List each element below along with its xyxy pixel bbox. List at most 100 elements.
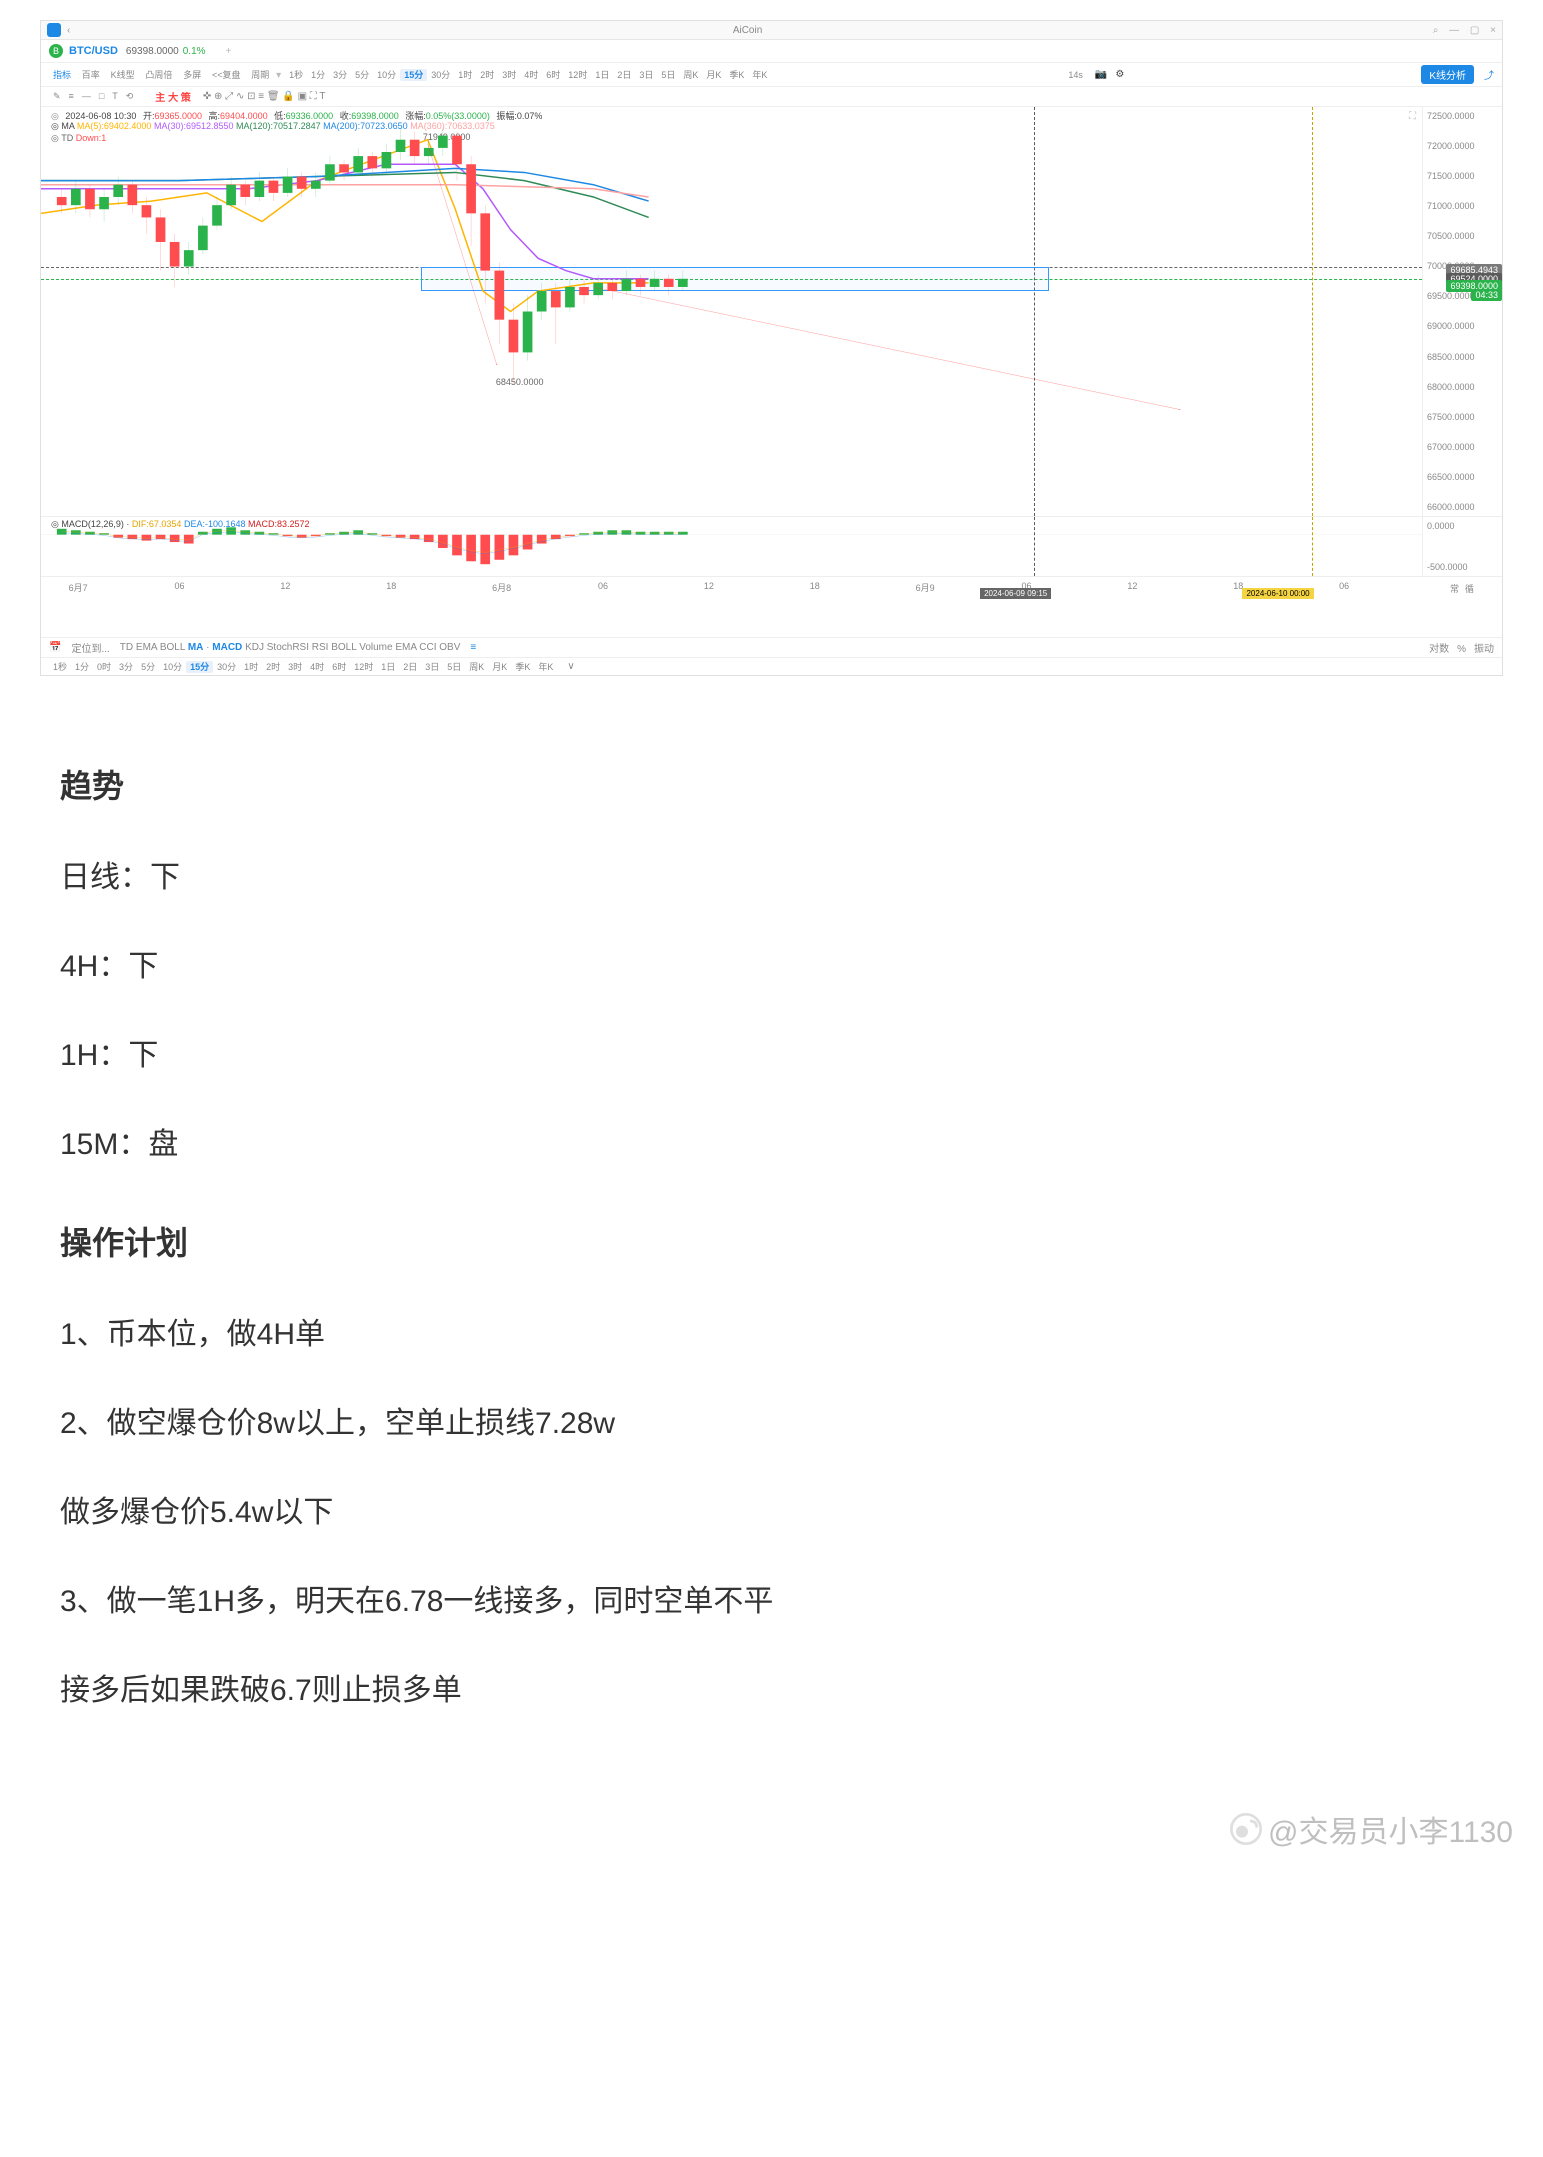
drawtool-5[interactable]: ⟲ [122, 90, 138, 102]
toolbar-btn-1[interactable]: 百率 [78, 69, 104, 81]
tf-top-12时[interactable]: 12时 [564, 69, 591, 81]
indicator-TD[interactable]: TD [120, 642, 133, 653]
tf-bot-0时[interactable]: 0时 [93, 661, 115, 673]
tf-top-季K[interactable]: 季K [725, 69, 748, 81]
tf-bot-月K[interactable]: 月K [488, 661, 511, 673]
toolbar-btn-3[interactable]: 凸周倍 [141, 69, 176, 81]
toolbar-btn-2[interactable]: K线型 [107, 69, 139, 81]
tf-top-10分[interactable]: 10分 [373, 69, 400, 81]
tf-top-2日[interactable]: 2日 [613, 69, 635, 81]
tf-top-周K[interactable]: 周K [679, 69, 702, 81]
tf-bot-4时[interactable]: 4时 [306, 661, 328, 673]
indicator-RSI[interactable]: RSI [312, 642, 329, 653]
tf-top-3时[interactable]: 3时 [498, 69, 520, 81]
price-chart-pane[interactable]: ◎ 2024-06-08 10:30 开:69365.0000 高:69404.… [41, 107, 1502, 517]
indicator-StochRSI[interactable]: StochRSI [267, 642, 309, 653]
share-icon[interactable]: ⤴ [1484, 67, 1494, 82]
locate-label[interactable]: 定位到... [71, 640, 109, 655]
add-tab-icon[interactable]: + [226, 46, 232, 57]
tf-bot-15分[interactable]: 15分 [186, 661, 213, 673]
indicator-MA[interactable]: MA [188, 642, 204, 653]
tf-top-4时[interactable]: 4时 [520, 69, 542, 81]
tf-top-1分[interactable]: 1分 [307, 69, 329, 81]
close-icon[interactable]: × [1490, 25, 1496, 36]
drawtool-1[interactable]: ≡ [65, 90, 78, 102]
minimize-icon[interactable]: — [1449, 25, 1459, 36]
more-indicators-icon[interactable]: ≡ [470, 642, 476, 653]
indicator-OBV[interactable]: OBV [439, 642, 460, 653]
search-icon[interactable]: ⌕ [1433, 25, 1439, 36]
xaxis-right-1[interactable]: 常 [1450, 582, 1459, 595]
drawtool-0[interactable]: ✎ [49, 90, 65, 102]
tf-top-6时[interactable]: 6时 [542, 69, 564, 81]
main-label: 主 大 策 [155, 89, 191, 104]
time-tag-1: 2024-06-09 09:15 [980, 588, 1051, 599]
tf-bot-周K[interactable]: 周K [465, 661, 488, 673]
indicator-BOLL[interactable]: BOLL [160, 642, 185, 653]
tf-top-1秒[interactable]: 1秒 [285, 69, 307, 81]
settings-icon[interactable]: ⚙ [1115, 69, 1124, 80]
tf-bot-12时[interactable]: 12时 [350, 661, 377, 673]
tf-top-5日[interactable]: 5日 [657, 69, 679, 81]
indicator-EMA[interactable]: EMA [395, 642, 416, 653]
tf-bot-30分[interactable]: 30分 [213, 661, 240, 673]
toolbar-btn-4[interactable]: 多屏 [179, 69, 205, 81]
tf-top-1时[interactable]: 1时 [454, 69, 476, 81]
drawtool-2[interactable]: — [78, 90, 95, 102]
tf-top-5分[interactable]: 5分 [351, 69, 373, 81]
fullscreen-icon[interactable]: ⛶ [1409, 111, 1416, 122]
indicator-EMA[interactable]: EMA [136, 642, 157, 653]
plan-item-3: 3、做一笔1H多，明天在6.78一线接多，同时空单不平 [60, 1573, 1483, 1630]
tf-bot-季K[interactable]: 季K [511, 661, 534, 673]
indicator-CCI[interactable]: CCI [419, 642, 436, 653]
kline-analysis-button[interactable]: K线分析 [1421, 65, 1474, 84]
tf-bot-6时[interactable]: 6时 [328, 661, 350, 673]
xaxis-right-2[interactable]: 循 [1465, 582, 1474, 595]
toolbar-btn-6[interactable]: 周期 [247, 69, 273, 81]
tf-top-3分[interactable]: 3分 [329, 69, 351, 81]
tf-top-1日[interactable]: 1日 [591, 69, 613, 81]
tf-bot-1时[interactable]: 1时 [240, 661, 262, 673]
tf-top-2时[interactable]: 2时 [476, 69, 498, 81]
tf-bot-1秒[interactable]: 1秒 [49, 661, 71, 673]
indicator-·[interactable]: · [206, 642, 209, 653]
tf-bot-5分[interactable]: 5分 [137, 661, 159, 673]
tf-bot-2时[interactable]: 2时 [262, 661, 284, 673]
tool-icon[interactable]: ✜ ⊕ ⤢ ∿ ⊡ ≡ 🗑 🔒 ▣ ⛶ T [203, 91, 326, 102]
locate-icon[interactable]: 📅 [49, 642, 61, 653]
tf-bot-1日[interactable]: 1日 [377, 661, 399, 673]
tf-bot-3时[interactable]: 3时 [284, 661, 306, 673]
tf-bot-2日[interactable]: 2日 [399, 661, 421, 673]
indicator-MACD[interactable]: MACD [212, 642, 242, 653]
ind-right-振动[interactable]: 振动 [1474, 644, 1494, 655]
toolbar-btn-0[interactable]: 指标 [49, 69, 75, 81]
tf-bot-3日[interactable]: 3日 [421, 661, 443, 673]
indicator-row: 📅 定位到... TD EMA BOLL MA · MACD KDJ Stoch… [41, 637, 1502, 657]
symbol-tab[interactable]: B BTC/USD 69398.0000 0.1% + [41, 40, 1502, 63]
tf-bot-5日[interactable]: 5日 [443, 661, 465, 673]
tf-bot-1分[interactable]: 1分 [71, 661, 93, 673]
ind-right-对数[interactable]: 对数 [1429, 644, 1449, 655]
chart-body[interactable]: ◎ 2024-06-08 10:30 开:69365.0000 高:69404.… [41, 107, 1502, 637]
history-back-icon[interactable]: ‹ [67, 25, 70, 36]
tf-bot-年K[interactable]: 年K [534, 661, 557, 673]
tf-bot-3分[interactable]: 3分 [115, 661, 137, 673]
tf-top-30分[interactable]: 30分 [427, 69, 454, 81]
tf-bot-10分[interactable]: 10分 [159, 661, 186, 673]
drawtool-4[interactable]: T [108, 90, 122, 102]
heading-trend: 趋势 [60, 756, 1483, 817]
camera-icon[interactable]: 📷 [1095, 69, 1107, 80]
drawtool-3[interactable]: □ [95, 90, 108, 102]
tf-top-3日[interactable]: 3日 [635, 69, 657, 81]
tf-top-月K[interactable]: 月K [702, 69, 725, 81]
indicator-BOLL[interactable]: BOLL [331, 642, 356, 653]
toolbar-btn-5[interactable]: <<复盘 [208, 69, 245, 81]
tf-top-年K[interactable]: 年K [748, 69, 771, 81]
indicator-KDJ[interactable]: KDJ [245, 642, 264, 653]
maximize-icon[interactable]: ▢ [1470, 25, 1479, 36]
macd-pane[interactable]: ◎ MACD(12,26,9) · DIF:67.0354 DEA:-100.1… [41, 517, 1502, 577]
indicator-Volume[interactable]: Volume [359, 642, 392, 653]
ind-right-%[interactable]: % [1457, 644, 1466, 655]
tf-more-icon[interactable]: ∨ [567, 661, 574, 672]
tf-top-15分[interactable]: 15分 [400, 69, 427, 81]
